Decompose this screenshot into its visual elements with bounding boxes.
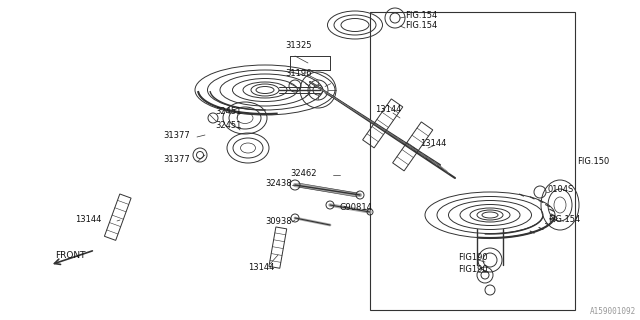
- Text: 13144: 13144: [420, 139, 446, 148]
- Text: 32451: 32451: [215, 121, 241, 130]
- Bar: [370, 12, 575, 310]
- Text: G90814: G90814: [340, 203, 373, 212]
- Text: FIG.150: FIG.150: [577, 157, 609, 166]
- Text: FIG190: FIG190: [458, 266, 488, 275]
- Text: 13144: 13144: [75, 215, 101, 225]
- Text: 13144: 13144: [248, 263, 275, 273]
- Text: A159001092: A159001092: [589, 307, 636, 316]
- Text: FIG.154: FIG.154: [548, 215, 580, 225]
- Text: 0104S: 0104S: [548, 185, 574, 194]
- Text: FIG190: FIG190: [458, 253, 488, 262]
- Text: 32438: 32438: [265, 179, 292, 188]
- Text: FRONT: FRONT: [55, 251, 86, 260]
- Text: 13144: 13144: [375, 106, 401, 115]
- Text: 31377: 31377: [163, 131, 189, 140]
- Text: 32462: 32462: [290, 169, 317, 178]
- Text: 31325: 31325: [285, 41, 312, 50]
- Text: FIG.154: FIG.154: [405, 11, 437, 20]
- Text: FIG.154: FIG.154: [405, 21, 437, 30]
- Text: 32451: 32451: [215, 108, 241, 116]
- Text: 31377: 31377: [163, 156, 189, 164]
- Text: 31196: 31196: [285, 68, 312, 77]
- Text: 30938: 30938: [265, 218, 292, 227]
